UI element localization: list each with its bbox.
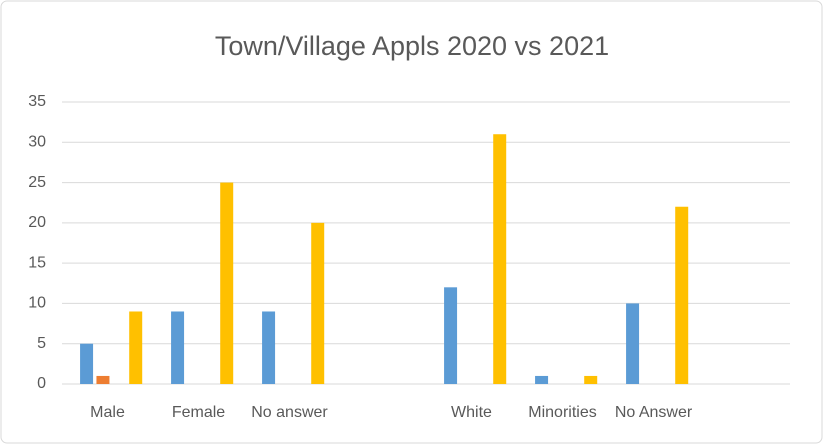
x-tick-label: Female [172,404,225,421]
x-tick-label: White [451,404,492,421]
y-tick-label: 5 [37,335,46,352]
chart-title: Town/Village Appls 2020 vs 2021 [215,31,609,61]
x-tick-label: No answer [251,404,328,421]
bar [675,206,689,384]
y-tick-label: 35 [28,93,46,110]
bar [129,311,143,384]
y-tick-label: 25 [28,174,46,191]
y-tick-label: 30 [28,134,46,151]
bar [96,375,110,384]
y-tick-label: 20 [28,214,46,231]
x-tick-label: Minorities [528,404,596,421]
y-tick-label: 15 [28,254,46,271]
bar [220,182,234,384]
bar [626,303,640,384]
bar [584,375,598,384]
x-tick-label: Male [90,404,125,421]
y-tick-label: 0 [37,375,46,392]
bar [311,222,325,384]
bar [262,311,276,384]
bar [535,375,549,384]
bar [80,343,94,384]
x-tick-label: No Answer [615,404,693,421]
bar [444,287,458,384]
bar [171,311,185,384]
bar [493,134,507,384]
y-tick-label: 10 [28,295,46,312]
